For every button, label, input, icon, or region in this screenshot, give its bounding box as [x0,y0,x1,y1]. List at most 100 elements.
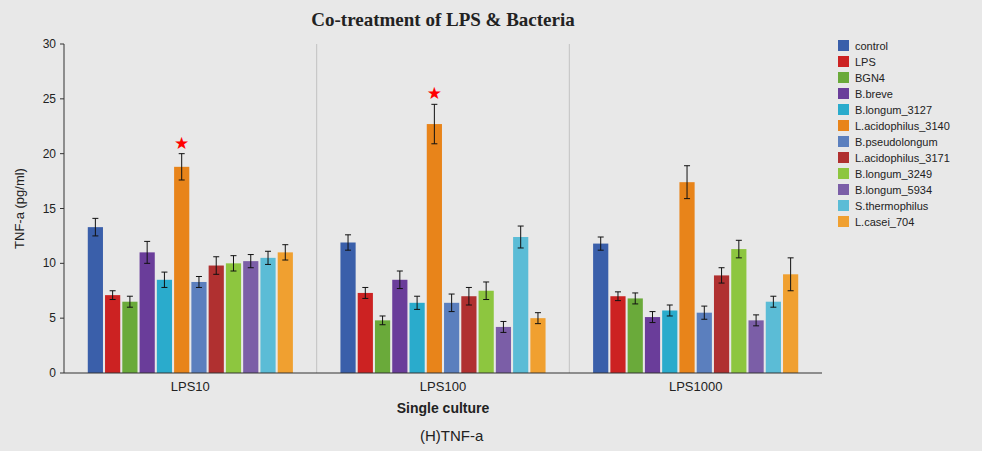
bar [358,293,373,373]
error-cap [736,240,742,241]
error-line [233,256,234,271]
legend-label: L.acidophilus_3171 [855,152,950,164]
error-cap [788,257,794,258]
error-line [417,296,418,309]
error-line [198,276,199,287]
error-line [669,305,670,316]
error-cap [770,296,776,297]
bar [174,167,189,373]
error-bar [248,255,254,268]
error-cap [179,179,185,180]
error-bar [196,276,202,287]
error-bar [380,316,386,325]
error-bar [770,296,776,307]
error-bar [431,104,437,143]
error-cap [161,272,167,273]
bar [427,124,442,373]
error-cap [265,251,271,252]
error-line [687,166,688,199]
error-bar [127,296,133,307]
bar [191,282,206,373]
error-cap [598,237,604,238]
error-bar [414,296,420,309]
x-axis-label: Single culture [397,400,490,416]
y-tick-label: 20 [43,147,57,161]
bar [496,327,511,373]
error-cap [380,324,386,325]
error-line [486,282,487,300]
legend-swatch [838,104,849,115]
bar [593,244,608,373]
error-line [268,251,269,264]
y-tick-label: 5 [49,311,56,325]
error-line [382,316,383,325]
error-bar [701,306,707,319]
bar [610,296,625,373]
error-cap [345,250,351,251]
bar [375,320,390,373]
error-line [704,306,705,319]
legend-swatch [838,168,849,179]
error-cap [144,263,150,264]
error-line [250,255,251,268]
error-line [617,292,618,301]
error-cap [518,226,524,227]
error-bar [466,287,472,305]
error-bar [397,271,403,289]
legend-label: B.longum_3249 [855,168,932,180]
y-tick-label: 10 [43,256,57,270]
bar [340,242,355,373]
error-cap [788,290,794,291]
error-bar [736,240,742,258]
error-cap [650,311,656,312]
bar [662,310,677,373]
error-cap [414,309,420,310]
error-cap [466,287,472,288]
bar [748,320,763,373]
error-cap [615,291,621,292]
error-line [147,241,148,263]
error-cap [535,312,541,313]
error-bar [265,251,271,264]
legend: controlLPSBGN4B.breveB.longum_3127L.acid… [838,40,950,228]
error-cap [753,314,759,315]
error-cap [213,256,219,257]
error-cap [380,315,386,316]
caption: (H)TNF-a [420,427,484,444]
error-bar [144,241,150,263]
error-bar [230,256,236,271]
error-bar [345,235,351,250]
legend-swatch [838,56,849,67]
error-cap [770,307,776,308]
x-axis-line [64,373,822,374]
error-cap [483,299,489,300]
error-line [721,268,722,283]
error-bar [518,226,524,248]
error-cap [632,303,638,304]
error-bar [483,282,489,300]
marks [88,104,798,373]
bar [140,252,155,373]
legend-label: B.pseudolongum [855,136,938,148]
error-line [468,287,469,305]
error-line [348,235,349,250]
error-cap [483,281,489,282]
error-line [451,294,452,312]
legend-swatch [838,40,849,51]
error-cap [362,298,368,299]
error-cap [701,319,707,320]
error-cap [196,276,202,277]
error-cap [667,305,673,306]
error-bar [92,218,98,236]
y-tick [60,263,64,264]
error-cap [110,299,116,300]
y-tick-label: 30 [43,37,57,51]
y-tick [60,44,64,45]
error-cap [650,322,656,323]
bar [122,302,137,373]
error-cap [345,234,351,235]
chart: Co-treatment of LPS & Bacteria0510152025… [0,0,982,451]
error-cap [196,287,202,288]
error-bar [615,292,621,301]
error-cap [701,306,707,307]
